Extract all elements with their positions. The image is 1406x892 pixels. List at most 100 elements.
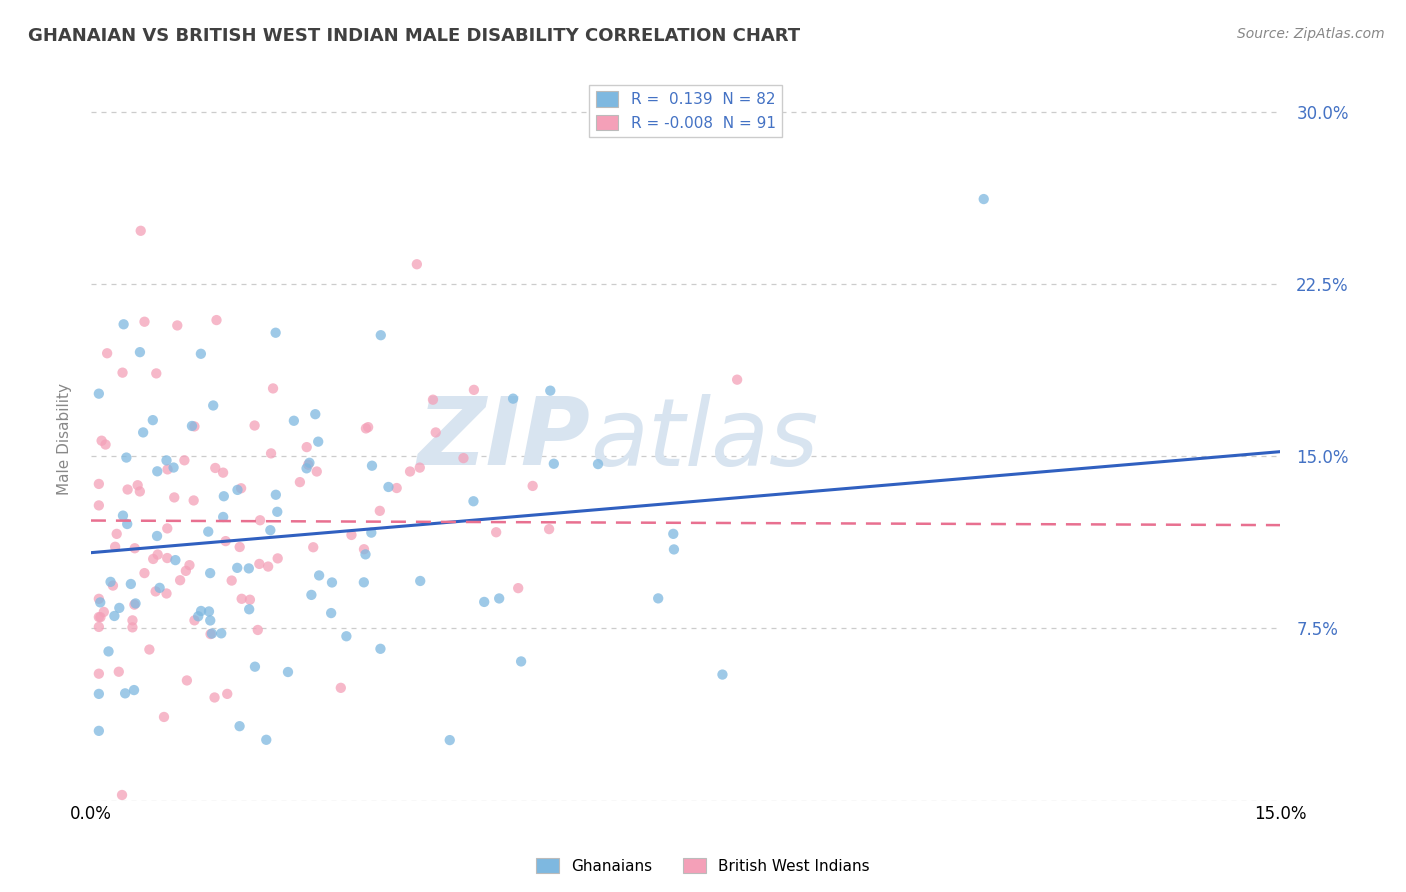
Point [87,687,110,701]
Point [354,547,377,561]
Point [405,257,427,271]
Point [439,733,461,747]
Point [288,475,311,489]
Point [543,457,565,471]
Text: Source: ZipAtlas.com: Source: ZipAtlas.com [1237,27,1385,41]
Point [101,578,124,592]
Point [149,581,172,595]
Point [145,367,167,381]
Point [209,626,232,640]
Point [321,575,343,590]
Point [361,458,384,473]
Point [510,655,533,669]
Point [121,620,143,634]
Point [165,553,187,567]
Point [246,623,269,637]
Point [502,392,524,406]
Point [243,659,266,673]
Point [260,446,283,460]
Point [108,601,131,615]
Point [399,465,422,479]
Point [299,588,322,602]
Point [353,542,375,557]
Point [87,499,110,513]
Point [173,453,195,467]
Point [357,420,380,434]
Point [508,581,530,595]
Point [198,604,221,618]
Point [264,326,287,340]
Point [973,192,995,206]
Point [138,642,160,657]
Point [239,592,262,607]
Point [90,434,112,448]
Point [453,451,475,466]
Point [115,516,138,531]
Point [187,609,209,624]
Point [146,529,169,543]
Point [89,595,111,609]
Point [259,523,281,537]
Point [142,413,165,427]
Point [472,595,495,609]
Point [321,606,343,620]
Point [183,419,205,434]
Legend: Ghanaians, British West Indians: Ghanaians, British West Indians [530,852,876,880]
Point [100,574,122,589]
Point [247,557,270,571]
Point [264,488,287,502]
Point [254,732,277,747]
Point [155,586,177,600]
Point [122,683,145,698]
Point [377,480,399,494]
Point [124,598,146,612]
Point [295,440,318,454]
Point [128,484,150,499]
Point [463,383,485,397]
Point [87,477,110,491]
Point [97,644,120,658]
Point [156,462,179,476]
Point [238,602,260,616]
Point [87,386,110,401]
Point [93,605,115,619]
Point [538,522,561,536]
Point [87,666,110,681]
Point [522,479,544,493]
Point [156,551,179,566]
Point [202,399,225,413]
Point [647,591,669,606]
Point [142,552,165,566]
Point [217,687,239,701]
Text: atlas: atlas [591,393,818,484]
Point [156,521,179,535]
Point [129,224,152,238]
Point [114,686,136,700]
Point [111,508,134,523]
Point [226,561,249,575]
Point [120,577,142,591]
Point [422,392,444,407]
Point [212,466,235,480]
Point [229,481,252,495]
Point [283,414,305,428]
Point [725,373,748,387]
Point [277,665,299,679]
Point [360,525,382,540]
Point [104,540,127,554]
Point [153,710,176,724]
Point [586,457,609,471]
Point [96,346,118,360]
Point [409,574,432,588]
Point [183,493,205,508]
Point [298,456,321,470]
Point [228,540,250,554]
Point [115,450,138,465]
Point [226,483,249,497]
Point [201,626,224,640]
Point [262,381,284,395]
Point [162,460,184,475]
Point [200,627,222,641]
Point [370,641,392,656]
Point [127,478,149,492]
